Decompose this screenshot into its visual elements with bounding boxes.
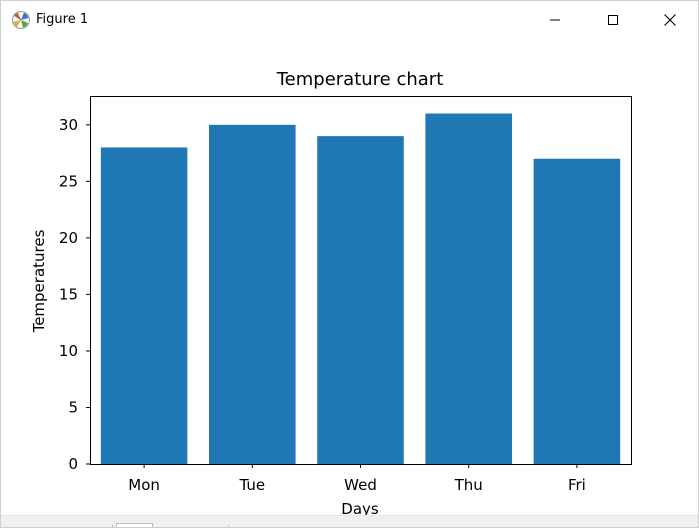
maximize-icon	[607, 14, 619, 26]
y-tick-label: 0	[68, 455, 78, 473]
close-icon	[663, 13, 677, 27]
bar-chart: Temperature chart 0 5 10 15 20 25 30 Mon Tue Wed…	[30, 69, 632, 515]
figure-canvas[interactable]: Temperature chart 0 5 10 15 20 25 30 Mon Tue Wed…	[1, 39, 698, 515]
toolbar-separator	[112, 525, 113, 527]
y-axis-ticks: 0 5 10 15 20 25 30	[59, 116, 90, 473]
minimize-button[interactable]	[526, 1, 584, 39]
bars	[100, 113, 621, 465]
toolbar-button[interactable]	[116, 523, 153, 527]
bar-wed	[317, 136, 404, 464]
x-axis-ticks: Mon Tue Wed Thu Fri	[128, 464, 586, 494]
navigation-toolbar	[1, 515, 698, 527]
y-tick-label: 30	[59, 116, 78, 134]
y-tick-label: 15	[59, 285, 78, 303]
title-bar[interactable]: Figure 1	[1, 1, 698, 39]
y-tick-label: 25	[59, 172, 78, 190]
bar-mon	[100, 147, 188, 464]
matplotlib-figure-icon	[11, 10, 31, 30]
minimize-icon	[549, 14, 561, 26]
x-tick-label: Tue	[238, 476, 265, 494]
x-tick-label: Fri	[568, 476, 586, 494]
window-title: Figure 1	[36, 12, 89, 27]
bar-thu	[425, 113, 512, 465]
y-axis-label: Temperatures	[30, 229, 48, 333]
x-tick-label: Mon	[128, 476, 160, 494]
y-tick-label: 5	[68, 398, 78, 416]
x-tick-label: Wed	[344, 476, 377, 494]
chart-title: Temperature chart	[276, 69, 444, 90]
bar-fri	[533, 158, 621, 464]
close-button[interactable]	[641, 1, 698, 39]
y-tick-label: 20	[59, 229, 78, 247]
maximize-button[interactable]	[584, 1, 642, 39]
toolbar-separator	[228, 525, 229, 527]
y-tick-label: 10	[59, 342, 78, 360]
x-axis-label: Days	[341, 500, 379, 515]
x-tick-label: Thu	[454, 476, 483, 494]
bar-tue	[209, 124, 296, 464]
